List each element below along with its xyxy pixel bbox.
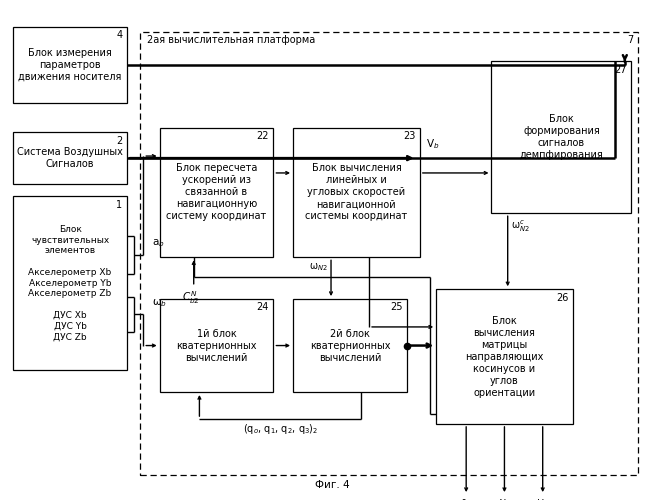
Text: 23: 23 (403, 131, 415, 141)
Text: 7: 7 (627, 35, 633, 45)
Text: a$_b$: a$_b$ (152, 238, 165, 250)
FancyBboxPatch shape (436, 289, 573, 424)
FancyBboxPatch shape (13, 196, 127, 370)
Text: H$_2$: H$_2$ (537, 498, 549, 500)
Text: Блок
вычисления
матрицы
направляющих
косинусов и
углов
ориентации: Блок вычисления матрицы направляющих кос… (465, 316, 544, 398)
Text: ω$_b$: ω$_b$ (152, 296, 167, 308)
Text: Фиг. 4: Фиг. 4 (315, 480, 349, 490)
FancyBboxPatch shape (159, 299, 274, 392)
FancyBboxPatch shape (491, 62, 631, 213)
FancyBboxPatch shape (293, 128, 420, 258)
FancyBboxPatch shape (13, 27, 127, 103)
Text: ω$^c_{N2}$: ω$^c_{N2}$ (511, 218, 530, 234)
Text: 2ая вычислительная платформа: 2ая вычислительная платформа (147, 35, 315, 45)
FancyBboxPatch shape (159, 128, 274, 258)
Text: Блок
формирования
сигналов
демпфирования: Блок формирования сигналов демпфирования (519, 114, 604, 160)
Text: 2: 2 (116, 136, 122, 146)
Text: 27: 27 (614, 65, 627, 75)
Text: Блок пересчета
ускорений из
связанной в
навигационную
систему координат: Блок пересчета ускорений из связанной в … (167, 164, 267, 222)
Text: 25: 25 (390, 302, 402, 312)
Text: V$_b$: V$_b$ (426, 137, 440, 151)
Text: Блок
чувствительных
элементов

Акселерометр Xb
Акселерометр Yb
Акселерометр Zb

: Блок чувствительных элементов Акселероме… (29, 225, 112, 342)
Text: ϑ$_2$: ϑ$_2$ (460, 498, 472, 500)
Text: γ$_2$: γ$_2$ (499, 498, 510, 500)
Text: 4: 4 (116, 30, 122, 40)
Text: Блок вычисления
линейных и
угловых скоростей
навигационной
системы координат: Блок вычисления линейных и угловых скоро… (305, 164, 408, 222)
Text: 1: 1 (116, 200, 122, 209)
Text: 1й блок
кватернионных
вычислений: 1й блок кватернионных вычислений (176, 328, 257, 362)
Text: ω$_{N2}$: ω$_{N2}$ (309, 262, 328, 273)
Text: (q$_o$, q$_1$, q$_2$, q$_3$)$_2$: (q$_o$, q$_1$, q$_2$, q$_3$)$_2$ (242, 422, 318, 436)
Text: 22: 22 (256, 131, 269, 141)
Text: 24: 24 (256, 302, 269, 312)
FancyBboxPatch shape (293, 299, 407, 392)
Text: $C^N_{b2}$: $C^N_{b2}$ (182, 289, 199, 306)
Text: Блок измерения
параметров
движения носителя: Блок измерения параметров движения носит… (19, 48, 122, 82)
Text: 2й блок
кватернионных
вычислений: 2й блок кватернионных вычислений (309, 328, 390, 362)
Text: 26: 26 (556, 292, 568, 302)
Text: Система Воздушных
Сигналов: Система Воздушных Сигналов (17, 147, 123, 169)
FancyBboxPatch shape (13, 132, 127, 184)
